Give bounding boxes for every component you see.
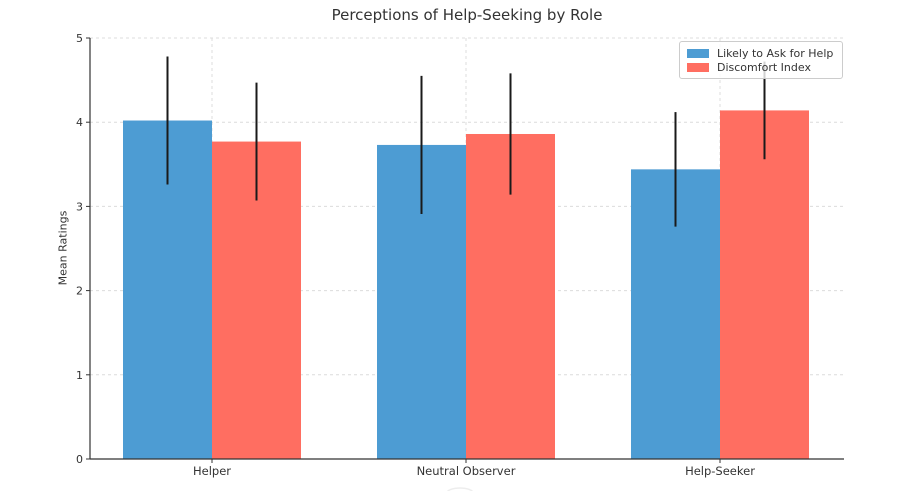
legend-label: Likely to Ask for Help xyxy=(717,46,834,60)
legend: Likely to Ask for Help Discomfort Index xyxy=(679,41,843,79)
x-tick-label: Help-Seeker xyxy=(685,464,755,478)
bar xyxy=(720,110,809,460)
legend-label: Discomfort Index xyxy=(717,60,811,74)
cropped-xlabel-artifact xyxy=(447,487,473,491)
legend-item-likely-to-ask: Likely to Ask for Help xyxy=(687,46,835,60)
y-tick-label: 1 xyxy=(76,369,83,382)
y-tick-label: 4 xyxy=(76,116,83,129)
chart-title: Perceptions of Help-Seeking by Role xyxy=(331,6,603,24)
legend-swatch-red xyxy=(687,62,709,72)
y-tick-label: 0 xyxy=(76,453,83,466)
x-tick-label: Neutral Observer xyxy=(417,464,516,478)
x-tick-label: Helper xyxy=(193,464,231,478)
y-axis-label: Mean Ratings xyxy=(56,210,70,286)
y-tick-label: 3 xyxy=(76,200,83,213)
legend-item-discomfort: Discomfort Index xyxy=(687,60,835,74)
y-tick-label: 2 xyxy=(76,285,83,298)
legend-swatch-blue xyxy=(687,48,709,58)
y-tick-label: 5 xyxy=(76,32,83,45)
